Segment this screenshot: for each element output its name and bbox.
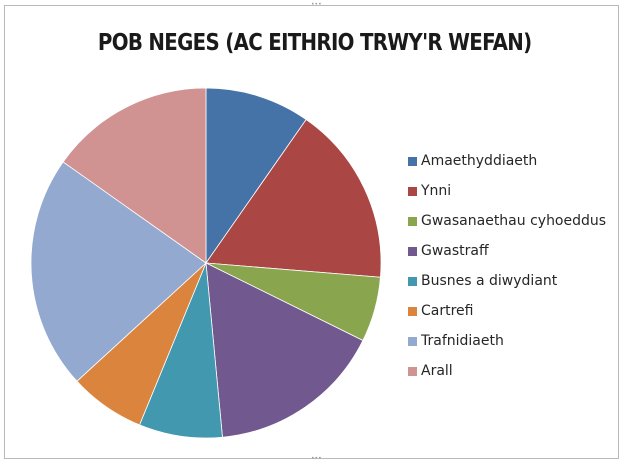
pie-slice-6[interactable]: [30, 161, 207, 382]
legend-swatch: [408, 336, 417, 346]
legend-swatch: [408, 186, 417, 196]
pie-slice-7[interactable]: [62, 87, 207, 264]
legend-item[interactable]: Trafnidiaeth: [408, 326, 606, 356]
legend-label: Gwastraff: [421, 243, 489, 259]
legend-label: Ynni: [421, 183, 452, 199]
legend-item[interactable]: Gwasanaethau cyhoeddus: [408, 206, 606, 236]
legend-swatch: [408, 306, 417, 316]
legend-label: Arall: [421, 363, 453, 379]
pie-slice-1[interactable]: [205, 118, 382, 278]
legend-swatch: [408, 156, 417, 166]
legend-label: Amaethyddiaeth: [421, 153, 538, 169]
legend-label: Gwasanaethau cyhoeddus: [421, 213, 607, 229]
legend-item[interactable]: Ynni: [408, 176, 606, 206]
legend-item[interactable]: Cartrefi: [408, 296, 606, 326]
legend: Amaethyddiaeth Ynni Gwasanaethau cyhoeddus…: [408, 146, 606, 386]
legend-swatch: [408, 366, 417, 376]
pie-slice-3[interactable]: [205, 262, 364, 438]
legend-label: Trafnidiaeth: [421, 333, 504, 349]
legend-item[interactable]: Busnes a diwydiant: [408, 266, 606, 296]
legend-item[interactable]: Arall: [408, 356, 606, 386]
legend-item[interactable]: Amaethyddiaeth: [408, 146, 606, 176]
legend-item[interactable]: Gwastraff: [408, 236, 606, 266]
legend-swatch: [408, 276, 417, 286]
chart-title: POB NEGES (AC EITHRIO TRWY'R WEFAN): [97, 30, 532, 56]
legend-swatch: [408, 246, 417, 256]
legend-label: Cartrefi: [421, 303, 474, 319]
legend-label: Busnes a diwydiant: [421, 273, 558, 289]
legend-swatch: [408, 216, 417, 226]
resize-handle-bottom[interactable]: •••: [311, 455, 322, 462]
resize-handle-top[interactable]: •••: [311, 1, 322, 8]
pie-slice-0[interactable]: [205, 87, 307, 265]
